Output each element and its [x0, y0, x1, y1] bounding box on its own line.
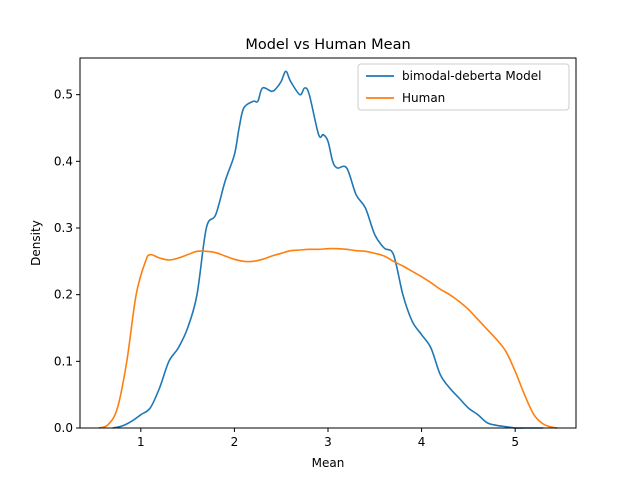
x-tick-label: 2	[231, 435, 239, 449]
legend-box	[357, 63, 570, 111]
y-tick-label: 0.4	[54, 154, 73, 168]
y-tick-label: 0.0	[54, 421, 73, 435]
y-tick-label: 0.2	[54, 288, 73, 302]
y-tick-label: 0.3	[54, 221, 73, 235]
x-tick-label: 3	[324, 435, 332, 449]
chart-title: Model vs Human Mean	[245, 37, 410, 53]
y-axis: 0.0 0.1 0.2 0.3 0.4 0.5	[54, 88, 80, 435]
series-line-model	[112, 70, 544, 429]
y-tick-label: 0.1	[54, 354, 73, 368]
y-tick-label: 0.5	[54, 88, 73, 102]
legend: bimodal-deberta Model Human	[357, 63, 570, 111]
x-tick-label: 1	[137, 435, 145, 449]
x-axis: 1 2 3 4 5	[137, 428, 519, 449]
y-axis-label: Density	[29, 220, 43, 266]
x-axis-label: Mean	[312, 456, 345, 470]
x-tick-label: 5	[511, 435, 519, 449]
x-tick-label: 4	[418, 435, 426, 449]
legend-label: bimodal-deberta Model	[402, 69, 541, 83]
series-line-human	[98, 247, 558, 429]
series-layer	[98, 70, 558, 429]
legend-label: Human	[402, 91, 445, 105]
